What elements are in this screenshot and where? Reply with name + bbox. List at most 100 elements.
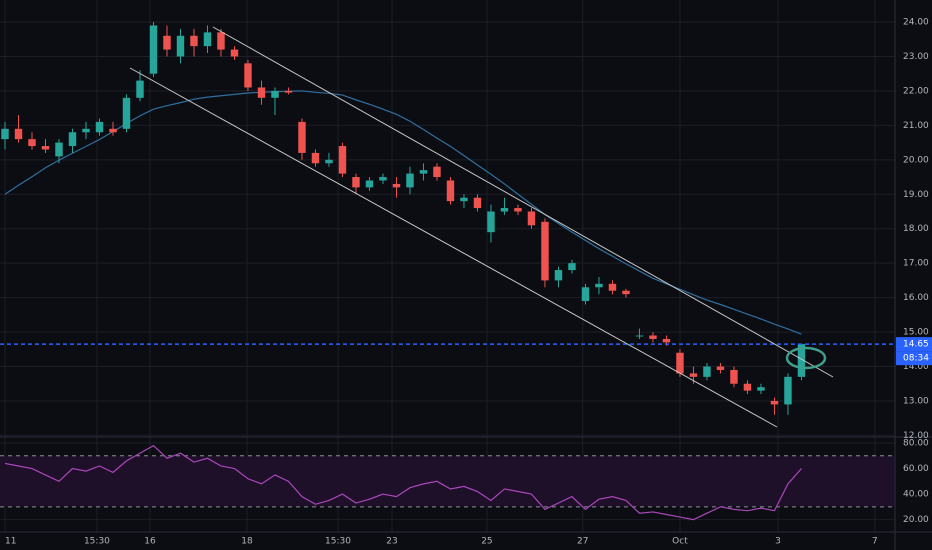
x-tick-label: 11 xyxy=(5,537,16,547)
candle-body xyxy=(473,197,482,209)
y-tick-label: 18.00 xyxy=(903,224,929,234)
candle-body xyxy=(595,283,603,288)
candle-body xyxy=(190,35,198,47)
candle-body xyxy=(284,90,293,93)
candle-body xyxy=(379,177,387,181)
candle-body xyxy=(676,352,684,374)
candle-body xyxy=(608,283,617,291)
x-tick-label: 18 xyxy=(241,537,253,547)
candle-body xyxy=(122,97,131,129)
candle-body xyxy=(136,80,144,98)
candle-body xyxy=(244,63,252,88)
candle-body xyxy=(230,49,239,57)
candle-body xyxy=(770,400,779,405)
y-tick-label: 22.00 xyxy=(903,86,929,96)
candle-body xyxy=(635,335,644,337)
x-tick-label: 25 xyxy=(481,537,492,547)
candle-body xyxy=(217,32,225,50)
last-price-label: 14.65 xyxy=(903,340,929,350)
candle-body xyxy=(392,183,401,188)
x-tick-label: 16 xyxy=(144,537,156,547)
candle-body xyxy=(55,142,63,157)
highlight-ellipse xyxy=(785,346,827,370)
candle-body xyxy=(257,87,266,98)
candle-body xyxy=(662,338,671,343)
candle-body xyxy=(433,166,441,178)
candle-body xyxy=(365,180,374,188)
x-tick-label: 15:30 xyxy=(325,537,351,547)
candle-body xyxy=(689,373,698,377)
countdown-box xyxy=(896,351,932,366)
candle-body xyxy=(109,128,117,133)
candle-body xyxy=(176,35,185,57)
candle-body xyxy=(730,369,738,384)
y-tick-label: 60.00 xyxy=(903,464,929,474)
y-tick-label: 14.00 xyxy=(903,362,929,372)
candle-body xyxy=(203,32,212,47)
candle-body xyxy=(82,128,90,133)
y-tick-label: 19.00 xyxy=(903,190,929,200)
candle-body xyxy=(757,387,765,391)
y-tick-label: 23.00 xyxy=(903,52,929,62)
candle-body xyxy=(500,208,509,212)
rsi-pane xyxy=(0,444,895,521)
candle-body xyxy=(163,35,171,50)
candle-body xyxy=(325,159,333,164)
candle-body xyxy=(1,128,9,140)
candle-body xyxy=(298,121,306,153)
candle-body xyxy=(797,344,806,377)
drawings xyxy=(129,26,834,428)
x-tick-label: 15:30 xyxy=(84,537,110,547)
candle-body xyxy=(581,287,590,302)
channel-upper xyxy=(212,26,834,378)
candle-body xyxy=(406,173,414,188)
price-pane xyxy=(0,22,895,415)
candle-body xyxy=(68,132,77,147)
x-tick-label: 7 xyxy=(872,537,878,547)
candle-body xyxy=(622,290,630,295)
candle-body xyxy=(649,335,657,339)
candle-body xyxy=(716,366,725,370)
candle-body xyxy=(703,366,711,377)
y-tick-label: 21.00 xyxy=(903,121,929,131)
x-tick-label: Oct xyxy=(672,537,688,547)
y-tick-label: 12.00 xyxy=(903,431,929,441)
candle-body xyxy=(311,152,320,164)
channel-lower xyxy=(129,67,778,428)
candle-body xyxy=(541,221,549,281)
candle-body xyxy=(338,146,347,174)
candle-body xyxy=(271,90,279,98)
y-tick-label: 20.00 xyxy=(903,515,929,525)
candle-body xyxy=(446,180,455,202)
candle-body xyxy=(554,270,563,281)
candle-body xyxy=(784,376,792,405)
rsi-band-fill xyxy=(0,455,895,507)
candle-body xyxy=(568,263,576,271)
y-tick-label: 80.00 xyxy=(903,439,929,449)
y-tick-label: 17.00 xyxy=(903,259,929,269)
candle-body xyxy=(352,177,360,188)
y-tick-label: 40.00 xyxy=(903,490,929,500)
y-tick-label: 20.00 xyxy=(903,155,929,165)
candle-body xyxy=(487,211,495,233)
x-tick-label: 27 xyxy=(577,537,588,547)
candle-body xyxy=(41,146,50,150)
y-tick-label: 24.00 xyxy=(903,18,929,28)
y-tick-label: 16.00 xyxy=(903,293,929,303)
candle-body xyxy=(14,128,23,140)
candle-body xyxy=(95,121,104,133)
x-tick-label: 23 xyxy=(386,537,397,547)
candle-body xyxy=(743,383,752,391)
candle-body xyxy=(460,197,468,202)
x-tick-label: 3 xyxy=(775,537,781,547)
candle-body xyxy=(514,208,522,212)
candle-body xyxy=(527,211,536,226)
candle-body xyxy=(419,170,428,174)
candle-body xyxy=(149,25,158,74)
rsi-line xyxy=(4,444,802,521)
countdown-label: 08:34 xyxy=(903,354,929,364)
y-tick-label: 15.00 xyxy=(903,328,929,338)
